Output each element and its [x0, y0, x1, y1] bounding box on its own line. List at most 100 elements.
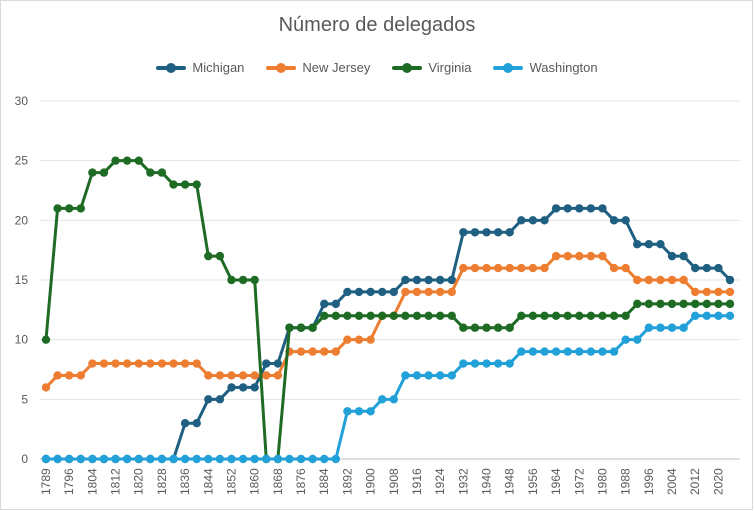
- series-line-new-jersey: [46, 256, 730, 387]
- data-point-new-jersey: [332, 347, 340, 355]
- data-point-new-jersey: [193, 359, 201, 367]
- data-point-new-jersey: [227, 371, 235, 379]
- data-point-new-jersey: [529, 264, 537, 272]
- data-point-virginia: [633, 300, 641, 308]
- data-point-new-jersey: [540, 264, 548, 272]
- data-point-michigan: [703, 264, 711, 272]
- data-point-washington: [691, 312, 699, 320]
- data-point-new-jersey: [250, 371, 258, 379]
- data-point-washington: [135, 455, 143, 463]
- data-point-new-jersey: [53, 371, 61, 379]
- data-point-new-jersey: [413, 288, 421, 296]
- x-tick-label: 1844: [201, 468, 215, 495]
- data-point-michigan: [691, 264, 699, 272]
- data-point-washington: [656, 324, 664, 332]
- data-point-michigan: [332, 300, 340, 308]
- data-point-washington: [42, 455, 50, 463]
- data-point-washington: [575, 347, 583, 355]
- data-point-michigan: [424, 276, 432, 284]
- x-tick-label: 2020: [711, 468, 725, 495]
- x-tick-label: 1796: [62, 468, 76, 495]
- data-point-washington: [274, 455, 282, 463]
- data-point-washington: [216, 455, 224, 463]
- data-point-virginia: [355, 312, 363, 320]
- data-point-washington: [552, 347, 560, 355]
- data-point-new-jersey: [633, 276, 641, 284]
- data-point-new-jersey: [703, 288, 711, 296]
- data-point-virginia: [193, 180, 201, 188]
- data-point-michigan: [181, 419, 189, 427]
- data-point-michigan: [482, 228, 490, 236]
- data-point-new-jersey: [506, 264, 514, 272]
- data-point-washington: [563, 347, 571, 355]
- data-point-virginia: [77, 204, 85, 212]
- data-point-washington: [413, 371, 421, 379]
- data-point-michigan: [517, 216, 525, 224]
- data-point-virginia: [285, 324, 293, 332]
- data-point-virginia: [529, 312, 537, 320]
- data-point-new-jersey: [204, 371, 212, 379]
- data-point-washington: [262, 455, 270, 463]
- x-tick-label: 1980: [595, 468, 609, 495]
- data-point-virginia: [390, 312, 398, 320]
- data-point-michigan: [390, 288, 398, 296]
- data-point-washington: [111, 455, 119, 463]
- data-point-michigan: [610, 216, 618, 224]
- data-point-new-jersey: [691, 288, 699, 296]
- data-point-virginia: [448, 312, 456, 320]
- data-point-michigan: [552, 204, 560, 212]
- data-point-virginia: [726, 300, 734, 308]
- x-tick-label: 1860: [248, 468, 262, 495]
- data-point-new-jersey: [401, 288, 409, 296]
- data-point-virginia: [436, 312, 444, 320]
- data-point-virginia: [517, 312, 525, 320]
- data-point-virginia: [540, 312, 548, 320]
- data-point-washington: [227, 455, 235, 463]
- x-tick-label: 1804: [85, 468, 99, 495]
- data-point-new-jersey: [424, 288, 432, 296]
- data-point-washington: [204, 455, 212, 463]
- data-point-washington: [390, 395, 398, 403]
- data-point-michigan: [227, 383, 235, 391]
- x-tick-label: 1932: [456, 468, 470, 495]
- x-tick-label: 1916: [410, 468, 424, 495]
- data-point-washington: [494, 359, 502, 367]
- data-point-new-jersey: [135, 359, 143, 367]
- data-point-michigan: [679, 252, 687, 260]
- data-point-michigan: [250, 383, 258, 391]
- x-tick-label: 1876: [294, 468, 308, 495]
- data-point-virginia: [552, 312, 560, 320]
- data-point-washington: [587, 347, 595, 355]
- data-point-michigan: [563, 204, 571, 212]
- data-point-michigan: [204, 395, 212, 403]
- data-point-new-jersey: [726, 288, 734, 296]
- x-tick-label: 1988: [619, 468, 633, 495]
- data-point-virginia: [239, 276, 247, 284]
- data-point-michigan: [262, 359, 270, 367]
- data-point-michigan: [598, 204, 606, 212]
- data-point-virginia: [181, 180, 189, 188]
- data-point-new-jersey: [517, 264, 525, 272]
- data-point-virginia: [135, 156, 143, 164]
- data-point-washington: [540, 347, 548, 355]
- x-tick-label: 2012: [688, 468, 702, 495]
- data-point-washington: [366, 407, 374, 415]
- x-tick-label: 1956: [526, 468, 540, 495]
- y-tick-label: 5: [21, 392, 28, 406]
- data-point-washington: [621, 335, 629, 343]
- data-point-new-jersey: [216, 371, 224, 379]
- data-point-washington: [459, 359, 467, 367]
- data-point-new-jersey: [679, 276, 687, 284]
- data-point-virginia: [146, 168, 154, 176]
- x-tick-label: 1948: [503, 468, 517, 495]
- data-point-washington: [320, 455, 328, 463]
- data-point-virginia: [482, 324, 490, 332]
- x-tick-label: 1884: [317, 468, 331, 495]
- data-point-washington: [193, 455, 201, 463]
- data-point-washington: [448, 371, 456, 379]
- data-point-new-jersey: [274, 371, 282, 379]
- data-point-new-jersey: [65, 371, 73, 379]
- x-tick-label: 1996: [642, 468, 656, 495]
- data-point-virginia: [656, 300, 664, 308]
- data-point-washington: [424, 371, 432, 379]
